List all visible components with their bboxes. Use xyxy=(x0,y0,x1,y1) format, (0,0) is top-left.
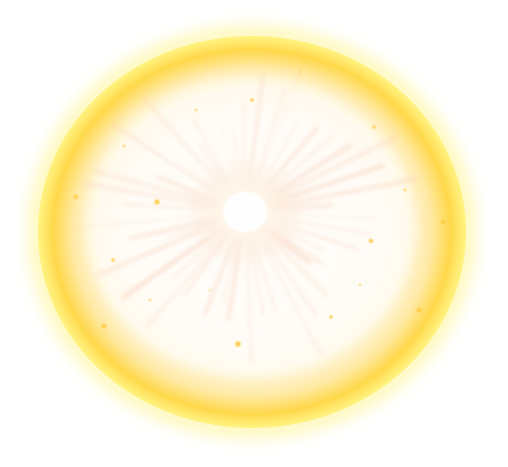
sparkle-dot xyxy=(209,289,211,291)
sparkle-dot xyxy=(416,307,422,313)
sparkle-particles xyxy=(73,71,446,347)
sparkle-dot xyxy=(73,194,79,200)
sparkle-dot xyxy=(358,283,362,287)
sparkle-dot xyxy=(372,125,376,129)
sparkle-dot xyxy=(194,108,198,112)
sparkle-dot xyxy=(235,341,241,347)
sparkle-dot xyxy=(329,315,333,319)
sparkle-dot xyxy=(440,219,446,225)
sparkle-dot xyxy=(148,298,152,302)
sparkle-dot xyxy=(299,71,301,73)
sparkle-dot xyxy=(111,258,115,262)
core-center xyxy=(223,192,267,232)
sparkle-dot xyxy=(154,199,160,205)
sparkle-dot xyxy=(403,188,407,192)
sparkle-dot xyxy=(101,323,107,329)
sparkle-dot xyxy=(122,144,126,148)
sparkle-dot xyxy=(368,238,374,244)
sparkle-dot xyxy=(250,98,254,102)
